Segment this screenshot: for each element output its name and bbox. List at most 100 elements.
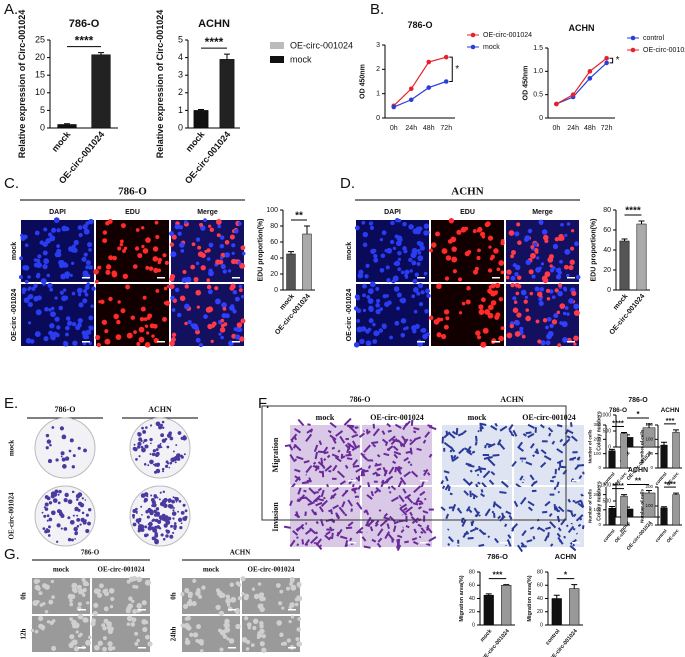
cell — [139, 329, 144, 333]
cell — [334, 456, 342, 463]
cell — [100, 299, 105, 304]
cell — [192, 578, 197, 583]
cell — [200, 649, 204, 653]
cell — [200, 252, 206, 258]
cell — [362, 283, 367, 289]
cell — [466, 450, 473, 456]
colony — [140, 505, 143, 508]
cell — [102, 238, 108, 244]
cell — [136, 638, 140, 643]
y-tick-label: 60 — [270, 239, 278, 246]
cell — [130, 621, 136, 627]
y-tick-label: 40 — [469, 596, 475, 602]
cell — [207, 323, 213, 330]
cell — [289, 500, 293, 507]
cell — [101, 623, 106, 628]
scale-bar — [228, 647, 236, 649]
column-label: ACHN — [148, 405, 172, 414]
cell — [48, 330, 54, 336]
cell — [481, 297, 486, 303]
cell — [169, 276, 175, 282]
cell — [501, 512, 505, 517]
cell — [546, 316, 552, 322]
chart-title: 786-O — [69, 18, 100, 30]
cell — [356, 501, 363, 510]
cell — [539, 287, 545, 292]
colony — [180, 455, 184, 459]
cell — [577, 502, 584, 509]
y-tick-label: 40 — [537, 596, 543, 602]
cell — [230, 596, 237, 603]
colony — [161, 467, 165, 471]
cell — [164, 260, 169, 265]
y-tick-label: 300 — [593, 422, 601, 427]
colony — [84, 499, 87, 501]
colony — [45, 433, 50, 438]
colony — [163, 503, 168, 508]
cell — [54, 316, 60, 322]
cell — [215, 259, 221, 265]
bar — [672, 494, 680, 526]
cell — [387, 532, 395, 542]
cell — [487, 456, 493, 460]
cell — [199, 222, 204, 227]
colony — [162, 537, 166, 541]
cell — [36, 272, 41, 277]
cell — [136, 576, 143, 583]
cell — [231, 251, 235, 255]
cell — [569, 544, 577, 552]
cell — [462, 429, 467, 434]
cell — [497, 439, 502, 446]
cell — [449, 449, 453, 453]
bar — [660, 444, 668, 469]
cell — [478, 543, 485, 547]
colony — [165, 520, 171, 525]
cell — [477, 248, 481, 253]
cell — [409, 439, 416, 446]
colony — [160, 423, 163, 427]
cell — [310, 535, 319, 544]
cell — [51, 645, 57, 651]
colony — [164, 515, 169, 519]
cell — [567, 498, 571, 503]
error-bar — [621, 238, 628, 241]
cell — [364, 274, 369, 279]
y-tick-label: 3 — [376, 42, 380, 49]
cell — [69, 273, 73, 278]
panel-letter: B. — [370, 1, 384, 18]
colony — [154, 496, 157, 499]
cell — [422, 439, 427, 444]
cell — [33, 578, 39, 585]
cell — [82, 617, 89, 623]
cell — [180, 248, 185, 253]
cell — [363, 545, 371, 549]
column-label: EDU — [125, 209, 140, 216]
cell — [147, 641, 153, 647]
cell — [196, 305, 200, 309]
cell — [238, 288, 243, 293]
cell — [210, 339, 214, 344]
cell — [326, 454, 331, 459]
cell — [33, 262, 38, 267]
cell — [66, 320, 73, 326]
cell — [544, 500, 551, 507]
cell — [289, 539, 296, 547]
cell — [409, 447, 413, 455]
cell — [386, 475, 394, 482]
cell — [409, 511, 413, 517]
point — [391, 104, 397, 110]
colony — [145, 533, 149, 537]
cell — [556, 310, 561, 315]
cell — [397, 250, 402, 256]
cell — [110, 596, 115, 602]
cell — [143, 317, 148, 322]
cell — [128, 576, 135, 583]
cell — [77, 613, 84, 620]
y-tick-label: 80 — [270, 223, 278, 230]
cell — [461, 519, 467, 527]
cell — [367, 465, 372, 469]
cell — [417, 523, 422, 528]
cell — [396, 235, 403, 242]
cell — [566, 273, 570, 278]
cell — [81, 593, 86, 597]
